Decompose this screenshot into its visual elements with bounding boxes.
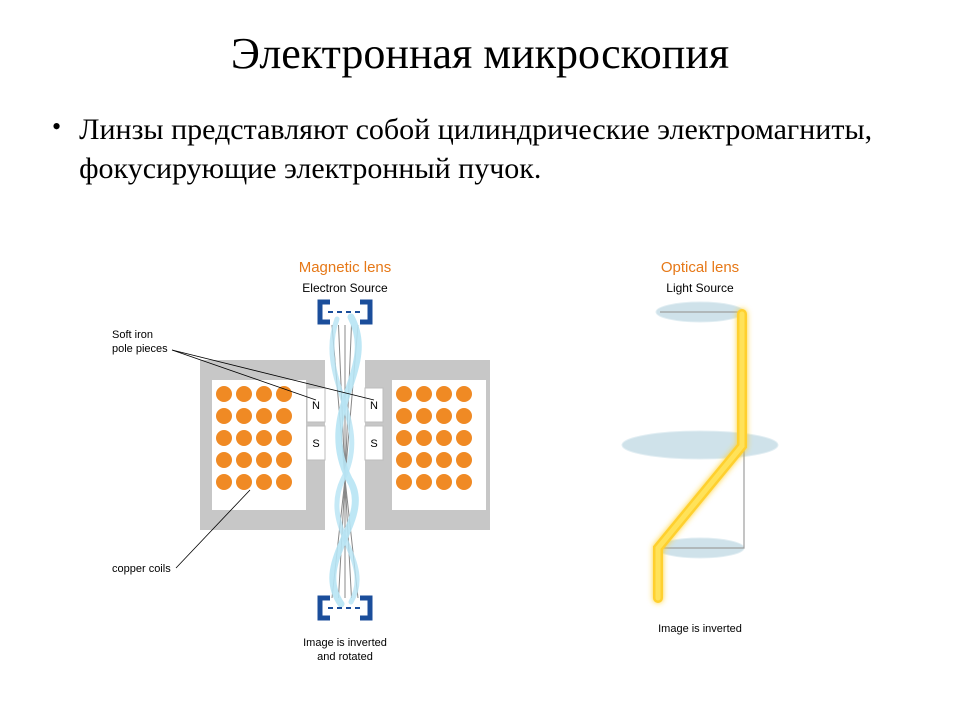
coil-dot (396, 452, 412, 468)
page-title: Электронная микроскопия (0, 28, 960, 79)
bullet-marker: • (52, 110, 61, 144)
coil-dot (396, 430, 412, 446)
coil-dot (256, 408, 272, 424)
svg-text:Electron Source: Electron Source (302, 281, 388, 295)
svg-text:copper coils: copper coils (112, 563, 171, 575)
coil-dot (436, 430, 452, 446)
coil-dot (396, 386, 412, 402)
diagram-svg: Magnetic lens Electron Source N S N S Soft iro… (110, 260, 850, 690)
bullet-text: Линзы представляют собой цилиндрические … (79, 110, 900, 188)
slide: Электронная микроскопия • Линзы представ… (0, 0, 960, 720)
coil-dot (456, 430, 472, 446)
svg-text:Magnetic lens: Magnetic lens (299, 260, 392, 276)
coil-dot (256, 474, 272, 490)
coil-dot (216, 386, 232, 402)
coil-dot (416, 386, 432, 402)
coil-dot (276, 474, 292, 490)
coil-dot (416, 474, 432, 490)
coil-dot (456, 452, 472, 468)
coil-dot (396, 408, 412, 424)
coil-dot (216, 474, 232, 490)
coil-dot (436, 386, 452, 402)
lens-icon (622, 431, 778, 459)
coil-dot (276, 408, 292, 424)
svg-text:pole pieces: pole pieces (112, 343, 168, 355)
coil-dot (396, 474, 412, 490)
svg-text:S: S (370, 438, 377, 450)
diagram-area: Magnetic lens Electron Source N S N S Soft iro… (110, 260, 850, 690)
coil-dot (416, 408, 432, 424)
coil-dot (256, 386, 272, 402)
svg-text:Soft iron: Soft iron (112, 329, 153, 341)
bullet-item: • Линзы представляют собой цилиндрически… (52, 110, 900, 188)
svg-text:Optical lens: Optical lens (661, 260, 739, 276)
coil-dot (256, 452, 272, 468)
coil-dot (256, 430, 272, 446)
bracket-icon (360, 302, 370, 322)
svg-text:Image is inverted: Image is inverted (658, 623, 742, 635)
svg-text:Image is inverted: Image is inverted (303, 637, 387, 649)
coil-dot (436, 408, 452, 424)
coil-dot (236, 430, 252, 446)
coil-dot (416, 430, 432, 446)
coil-dot (276, 430, 292, 446)
ray-outline (656, 312, 744, 548)
coil-dot (436, 474, 452, 490)
coil-dot (216, 430, 232, 446)
coil-dot (456, 386, 472, 402)
svg-text:Light Source: Light Source (666, 281, 734, 295)
svg-text:N: N (370, 400, 378, 412)
coil-dot (276, 386, 292, 402)
coil-dot (276, 452, 292, 468)
coil-dot (236, 408, 252, 424)
bracket-icon (360, 598, 370, 618)
coil-dot (456, 474, 472, 490)
optical-lens-diagram: Optical lens Light Source Image is inverte… (622, 260, 778, 635)
coil-dot (436, 452, 452, 468)
coil-dot (236, 452, 252, 468)
coil-dot (456, 408, 472, 424)
coil-dot (216, 408, 232, 424)
svg-text:N: N (312, 400, 320, 412)
svg-text:S: S (312, 438, 319, 450)
coil-dot (236, 474, 252, 490)
coil-dot (416, 452, 432, 468)
coil-dot (216, 452, 232, 468)
coil-dot (236, 386, 252, 402)
magnetic-lens-diagram: Magnetic lens Electron Source N S N S Soft iro… (112, 260, 490, 663)
svg-text:and rotated: and rotated (317, 651, 373, 663)
